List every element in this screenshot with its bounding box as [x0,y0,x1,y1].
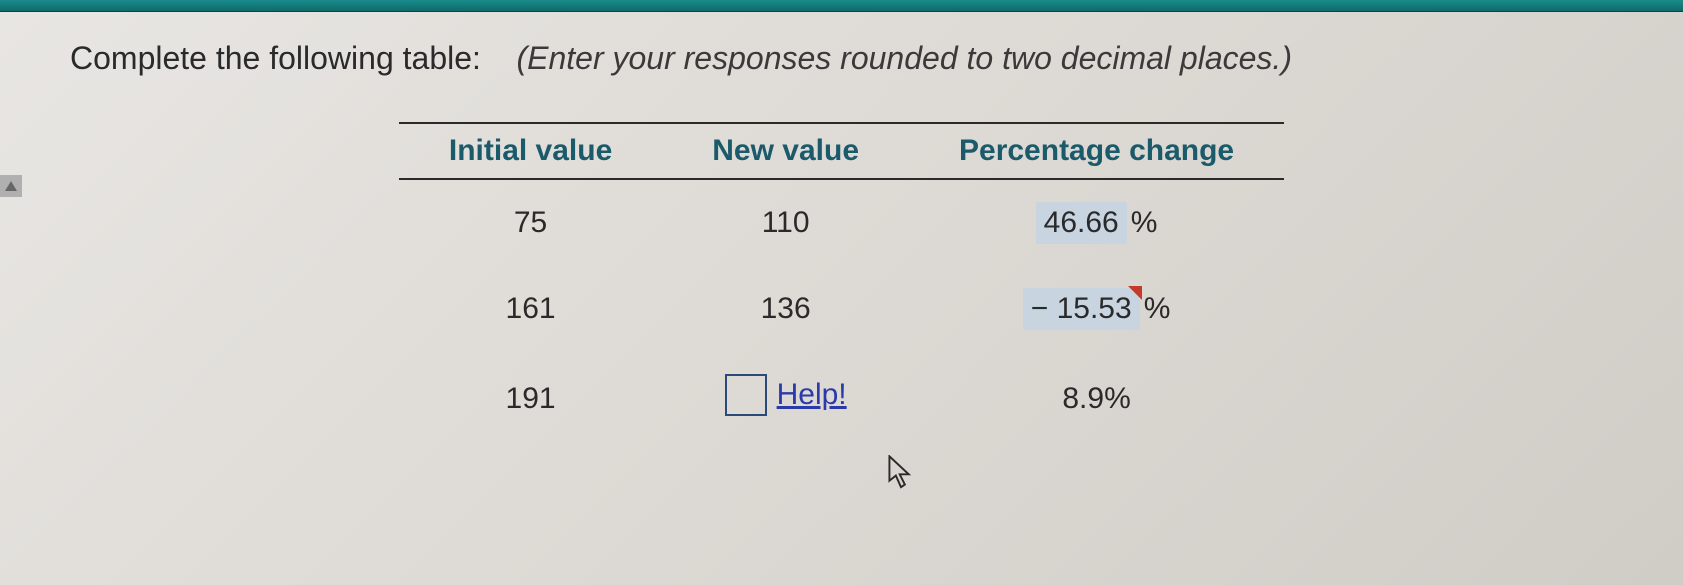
pct-suffix: % [1131,206,1158,239]
scroll-up-button[interactable] [0,175,22,197]
answer-value: − 15.53 [1023,288,1140,330]
answer-input[interactable] [725,374,767,416]
cell-new: 110 [662,179,909,266]
data-table: Initial value New value Percentage chang… [399,122,1284,446]
cell-pct: 8.9% [909,352,1284,446]
cell-initial: 191 [399,352,662,446]
window-top-bar [0,0,1683,12]
prompt-text: Complete the following table: (Enter you… [70,40,1613,77]
table-row: 75 110 46.66% [399,179,1284,266]
cell-new: Help! [662,352,909,446]
cell-pct: − 15.53% [909,266,1284,352]
help-link[interactable]: Help! [777,378,847,412]
table-row: 191 Help! 8.9% [399,352,1284,446]
chevron-up-icon [5,181,17,191]
prompt-lead: Complete the following table: [70,40,481,76]
answer-value: 46.66 [1036,202,1127,244]
question-content: Complete the following table: (Enter you… [0,12,1683,446]
cursor-icon [888,455,914,491]
col-header-pct: Percentage change [909,123,1284,179]
cell-new: 136 [662,266,909,352]
col-header-new: New value [662,123,909,179]
cell-initial: 161 [399,266,662,352]
col-header-initial: Initial value [399,123,662,179]
cell-pct: 46.66% [909,179,1284,266]
cell-initial: 75 [399,179,662,266]
table-row: 161 136 − 15.53% [399,266,1284,352]
prompt-instruction: (Enter your responses rounded to two dec… [516,40,1292,76]
pct-suffix: % [1144,292,1171,325]
